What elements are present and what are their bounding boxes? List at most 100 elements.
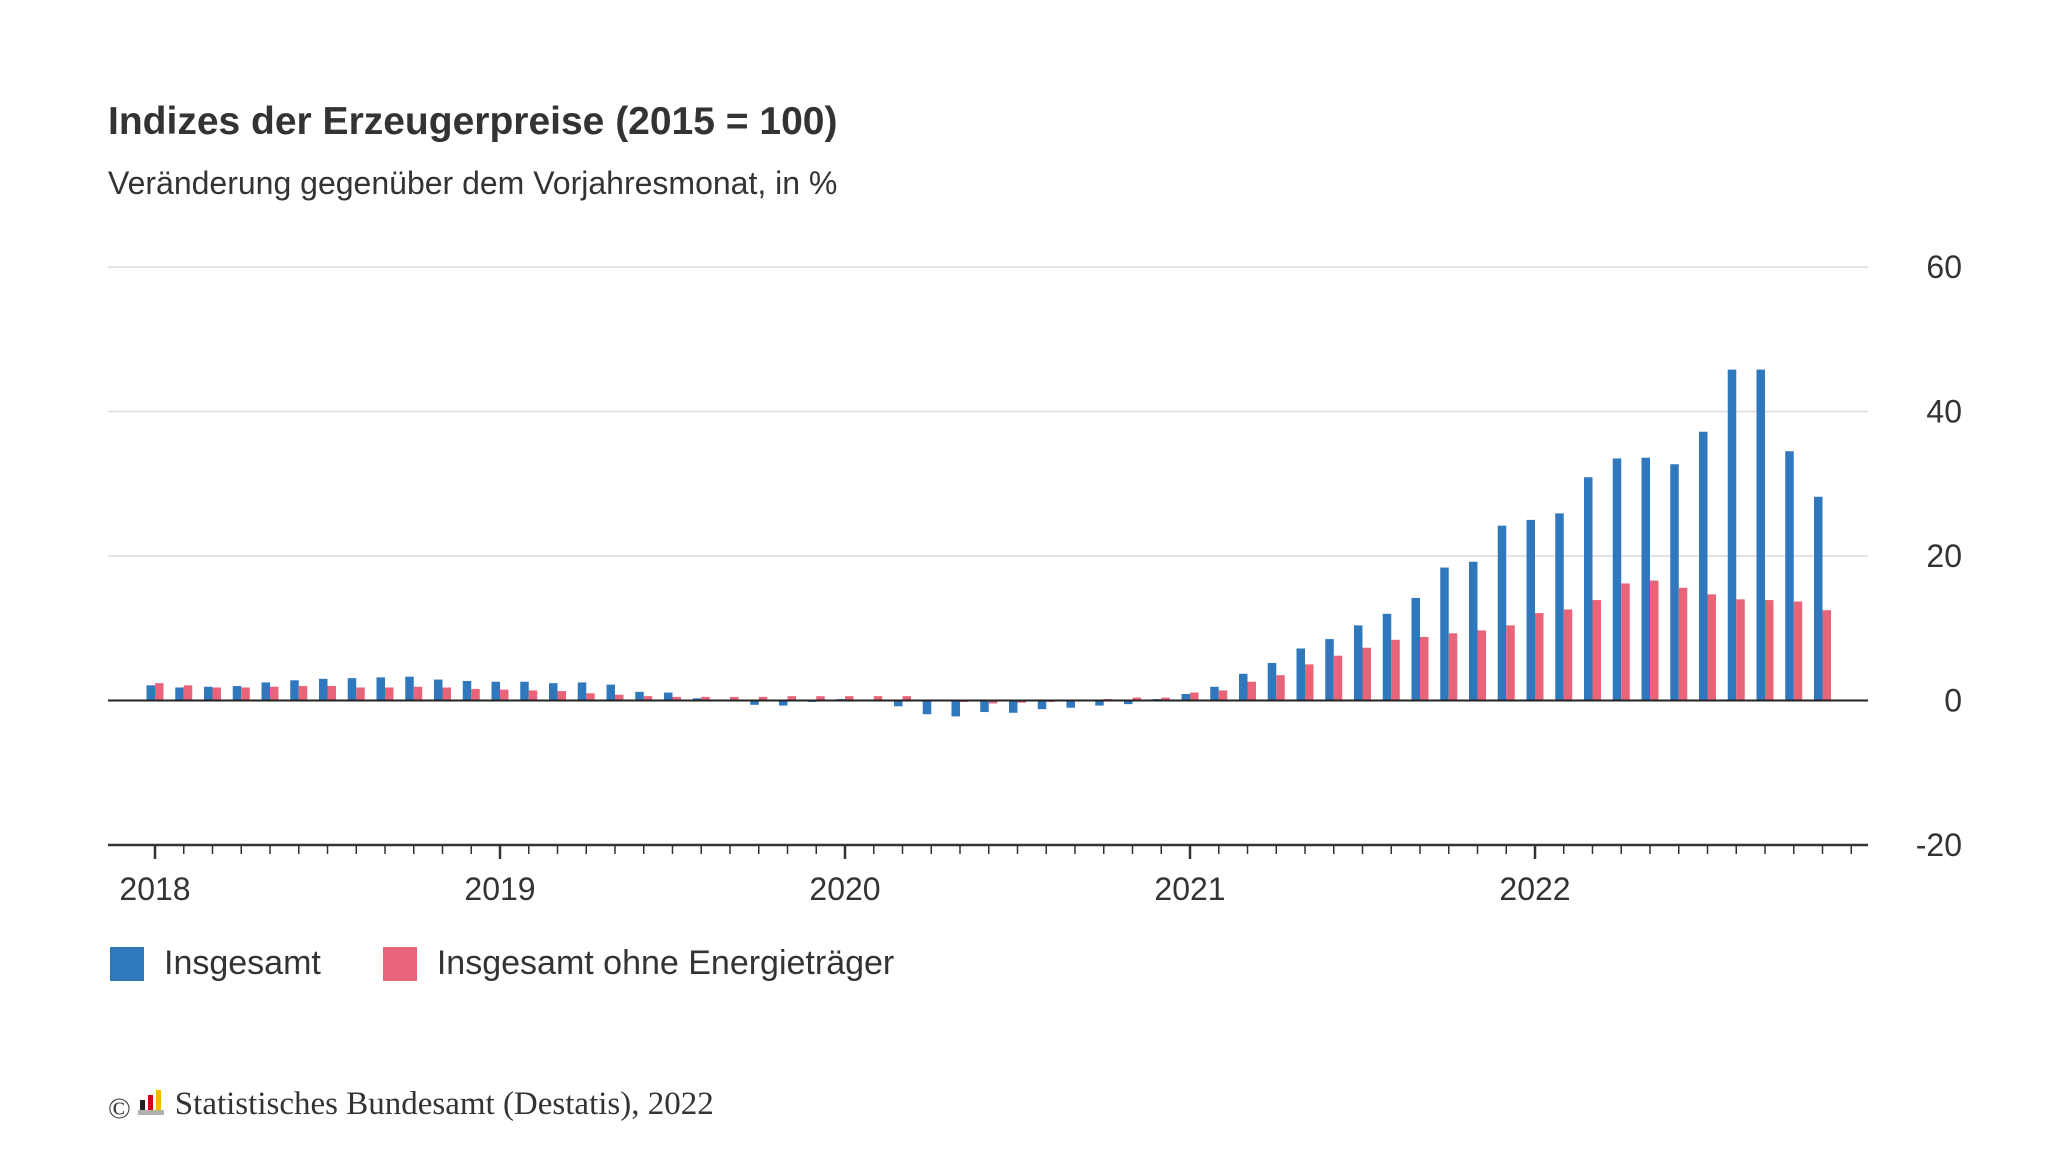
bar-insgesamt[interactable]: [1037, 700, 1047, 710]
bar-ohne-energie[interactable]: [270, 686, 279, 701]
bar-insgesamt[interactable]: [261, 682, 271, 701]
bar-ohne-energie[interactable]: [1765, 600, 1774, 701]
bar-insgesamt[interactable]: [1325, 639, 1334, 701]
bar-ohne-energie[interactable]: [1218, 690, 1228, 701]
bar-insgesamt[interactable]: [1469, 561, 1478, 701]
bar-insgesamt[interactable]: [319, 678, 328, 701]
bar-insgesamt[interactable]: [951, 700, 961, 717]
bar-insgesamt[interactable]: [922, 700, 932, 715]
legend-item-insgesamt[interactable]: Insgesamt: [110, 944, 321, 983]
bar-ohne-energie[interactable]: [356, 687, 365, 701]
bar-insgesamt[interactable]: [894, 700, 903, 707]
bar-ohne-energie[interactable]: [1477, 630, 1487, 701]
bar-insgesamt[interactable]: [146, 685, 156, 701]
bar-insgesamt[interactable]: [1066, 700, 1076, 708]
bar-ohne-energie[interactable]: [672, 696, 682, 701]
bar-insgesamt[interactable]: [175, 687, 184, 701]
bar-insgesamt[interactable]: [1239, 673, 1248, 701]
bar-insgesamt[interactable]: [1641, 457, 1651, 701]
bar-ohne-energie[interactable]: [1276, 675, 1285, 701]
bar-insgesamt[interactable]: [1124, 700, 1133, 705]
bar-insgesamt[interactable]: [779, 700, 788, 706]
bar-ohne-energie[interactable]: [1650, 580, 1659, 701]
bar-ohne-energie[interactable]: [1017, 700, 1027, 703]
bar-insgesamt[interactable]: [1584, 477, 1593, 701]
bar-insgesamt[interactable]: [1009, 700, 1018, 713]
bar-ohne-energie[interactable]: [212, 687, 222, 701]
bar-ohne-energie[interactable]: [557, 691, 567, 701]
bar-insgesamt[interactable]: [1497, 525, 1507, 701]
bar-ohne-energie[interactable]: [1793, 601, 1803, 701]
bar-insgesamt[interactable]: [1670, 464, 1679, 701]
bar-ohne-energie[interactable]: [183, 685, 193, 701]
bar-ohne-energie[interactable]: [155, 683, 164, 701]
bar-ohne-energie[interactable]: [1247, 681, 1257, 701]
bar-ohne-energie[interactable]: [1132, 697, 1142, 701]
bar-insgesamt[interactable]: [1210, 686, 1219, 701]
bar-ohne-energie[interactable]: [845, 696, 854, 701]
bar-ohne-energie[interactable]: [1563, 609, 1573, 701]
bar-insgesamt[interactable]: [1296, 648, 1306, 701]
bar-ohne-energie[interactable]: [1678, 587, 1688, 701]
bar-ohne-energie[interactable]: [1161, 697, 1170, 701]
bar-insgesamt[interactable]: [549, 683, 558, 701]
bar-insgesamt[interactable]: [750, 700, 759, 705]
bar-insgesamt[interactable]: [520, 681, 529, 701]
bar-insgesamt[interactable]: [980, 700, 989, 713]
bar-insgesamt[interactable]: [1555, 513, 1564, 701]
bar-insgesamt[interactable]: [692, 698, 702, 701]
bar-insgesamt[interactable]: [204, 686, 213, 701]
bar-ohne-energie[interactable]: [988, 700, 998, 704]
bar-insgesamt[interactable]: [635, 691, 644, 701]
bar-insgesamt[interactable]: [434, 679, 443, 701]
bar-insgesamt[interactable]: [1267, 662, 1277, 701]
bar-insgesamt[interactable]: [1411, 597, 1421, 701]
bar-ohne-energie[interactable]: [816, 696, 825, 701]
bar-ohne-energie[interactable]: [643, 696, 653, 701]
bar-ohne-energie[interactable]: [327, 686, 337, 701]
bar-ohne-energie[interactable]: [1592, 600, 1602, 701]
bar-ohne-energie[interactable]: [413, 686, 423, 701]
bar-ohne-energie[interactable]: [1535, 613, 1544, 701]
bar-ohne-energie[interactable]: [471, 688, 480, 701]
bar-ohne-energie[interactable]: [528, 690, 538, 701]
bar-insgesamt[interactable]: [664, 692, 673, 701]
bar-insgesamt[interactable]: [1699, 431, 1708, 701]
bar-insgesamt[interactable]: [1756, 369, 1766, 701]
bar-ohne-energie[interactable]: [442, 687, 452, 701]
bar-ohne-energie[interactable]: [298, 686, 308, 701]
bar-ohne-energie[interactable]: [1391, 639, 1400, 701]
bar-ohne-energie[interactable]: [1190, 692, 1199, 701]
bar-ohne-energie[interactable]: [1362, 647, 1372, 701]
bar-ohne-energie[interactable]: [615, 694, 624, 701]
bar-insgesamt[interactable]: [606, 684, 616, 701]
bar-insgesamt[interactable]: [1181, 693, 1191, 701]
bar-ohne-energie[interactable]: [1333, 655, 1343, 701]
bar-ohne-energie[interactable]: [385, 687, 394, 701]
bar-insgesamt[interactable]: [462, 680, 472, 701]
bar-ohne-energie[interactable]: [241, 687, 250, 701]
bar-insgesamt[interactable]: [577, 682, 587, 701]
bar-insgesamt[interactable]: [347, 678, 357, 701]
bar-insgesamt[interactable]: [1814, 496, 1823, 701]
bar-insgesamt[interactable]: [376, 677, 386, 701]
bar-ohne-energie[interactable]: [701, 696, 710, 701]
bar-insgesamt[interactable]: [1526, 519, 1536, 701]
bar-ohne-energie[interactable]: [1420, 636, 1429, 701]
bar-ohne-energie[interactable]: [1305, 664, 1314, 701]
bar-insgesamt[interactable]: [491, 681, 501, 701]
bar-ohne-energie[interactable]: [902, 696, 912, 701]
bar-ohne-energie[interactable]: [787, 696, 797, 701]
legend-item-ohne-energie[interactable]: Insgesamt ohne Energieträger: [382, 944, 894, 983]
bar-ohne-energie[interactable]: [1506, 625, 1515, 701]
bar-insgesamt[interactable]: [1785, 451, 1794, 701]
bar-insgesamt[interactable]: [1727, 369, 1737, 701]
bar-insgesamt[interactable]: [1440, 567, 1449, 701]
bar-insgesamt[interactable]: [1354, 625, 1363, 701]
bar-insgesamt[interactable]: [1382, 613, 1392, 701]
bar-ohne-energie[interactable]: [873, 696, 883, 701]
bar-ohne-energie[interactable]: [1448, 633, 1458, 701]
bar-ohne-energie[interactable]: [1707, 594, 1717, 701]
bar-insgesamt[interactable]: [1612, 458, 1622, 701]
bar-insgesamt[interactable]: [405, 676, 414, 701]
